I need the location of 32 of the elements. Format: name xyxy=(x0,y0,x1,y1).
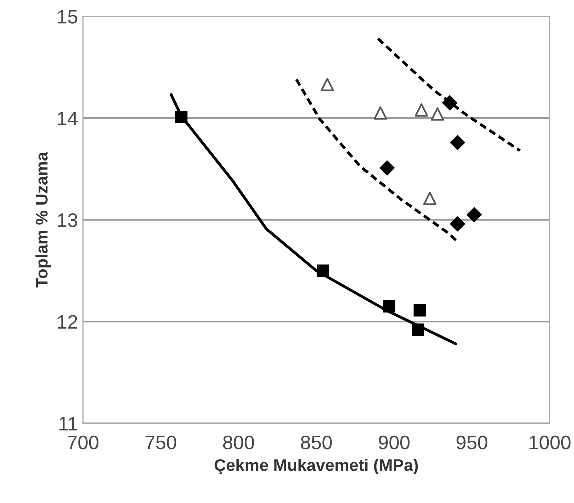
point xyxy=(423,192,437,206)
x-tick-label: 1000 xyxy=(530,436,571,450)
line-series xyxy=(295,78,460,244)
point xyxy=(442,95,458,111)
y-tick-label: 11 xyxy=(60,417,78,431)
point xyxy=(414,304,426,317)
point xyxy=(450,135,466,150)
x-tick-label: 700 xyxy=(68,436,99,450)
x-axis-title: Çekme Mukavemeti (MPa) xyxy=(214,459,418,475)
point xyxy=(466,207,482,223)
point xyxy=(412,324,424,336)
point xyxy=(175,111,188,124)
point xyxy=(450,216,466,232)
x-tick-label: 800 xyxy=(223,436,254,450)
point xyxy=(374,106,388,120)
y-tick-label: 15 xyxy=(58,10,78,24)
y-tick-label: 12 xyxy=(58,315,78,329)
x-tick-label: 950 xyxy=(456,436,488,450)
line-series xyxy=(376,38,522,152)
point xyxy=(415,104,428,117)
point xyxy=(380,160,395,176)
point xyxy=(383,300,396,313)
y-tick-label: 13 xyxy=(58,214,78,228)
point xyxy=(431,108,444,121)
line-series xyxy=(170,94,458,346)
point xyxy=(320,78,334,92)
x-tick-label: 750 xyxy=(146,436,176,450)
x-tick-label: 900 xyxy=(379,436,410,450)
point xyxy=(317,264,330,278)
y-axis-title: Toplam % Uzama xyxy=(36,152,52,288)
x-tick-label: 850 xyxy=(301,436,332,450)
y-tick-label: 14 xyxy=(58,112,78,126)
